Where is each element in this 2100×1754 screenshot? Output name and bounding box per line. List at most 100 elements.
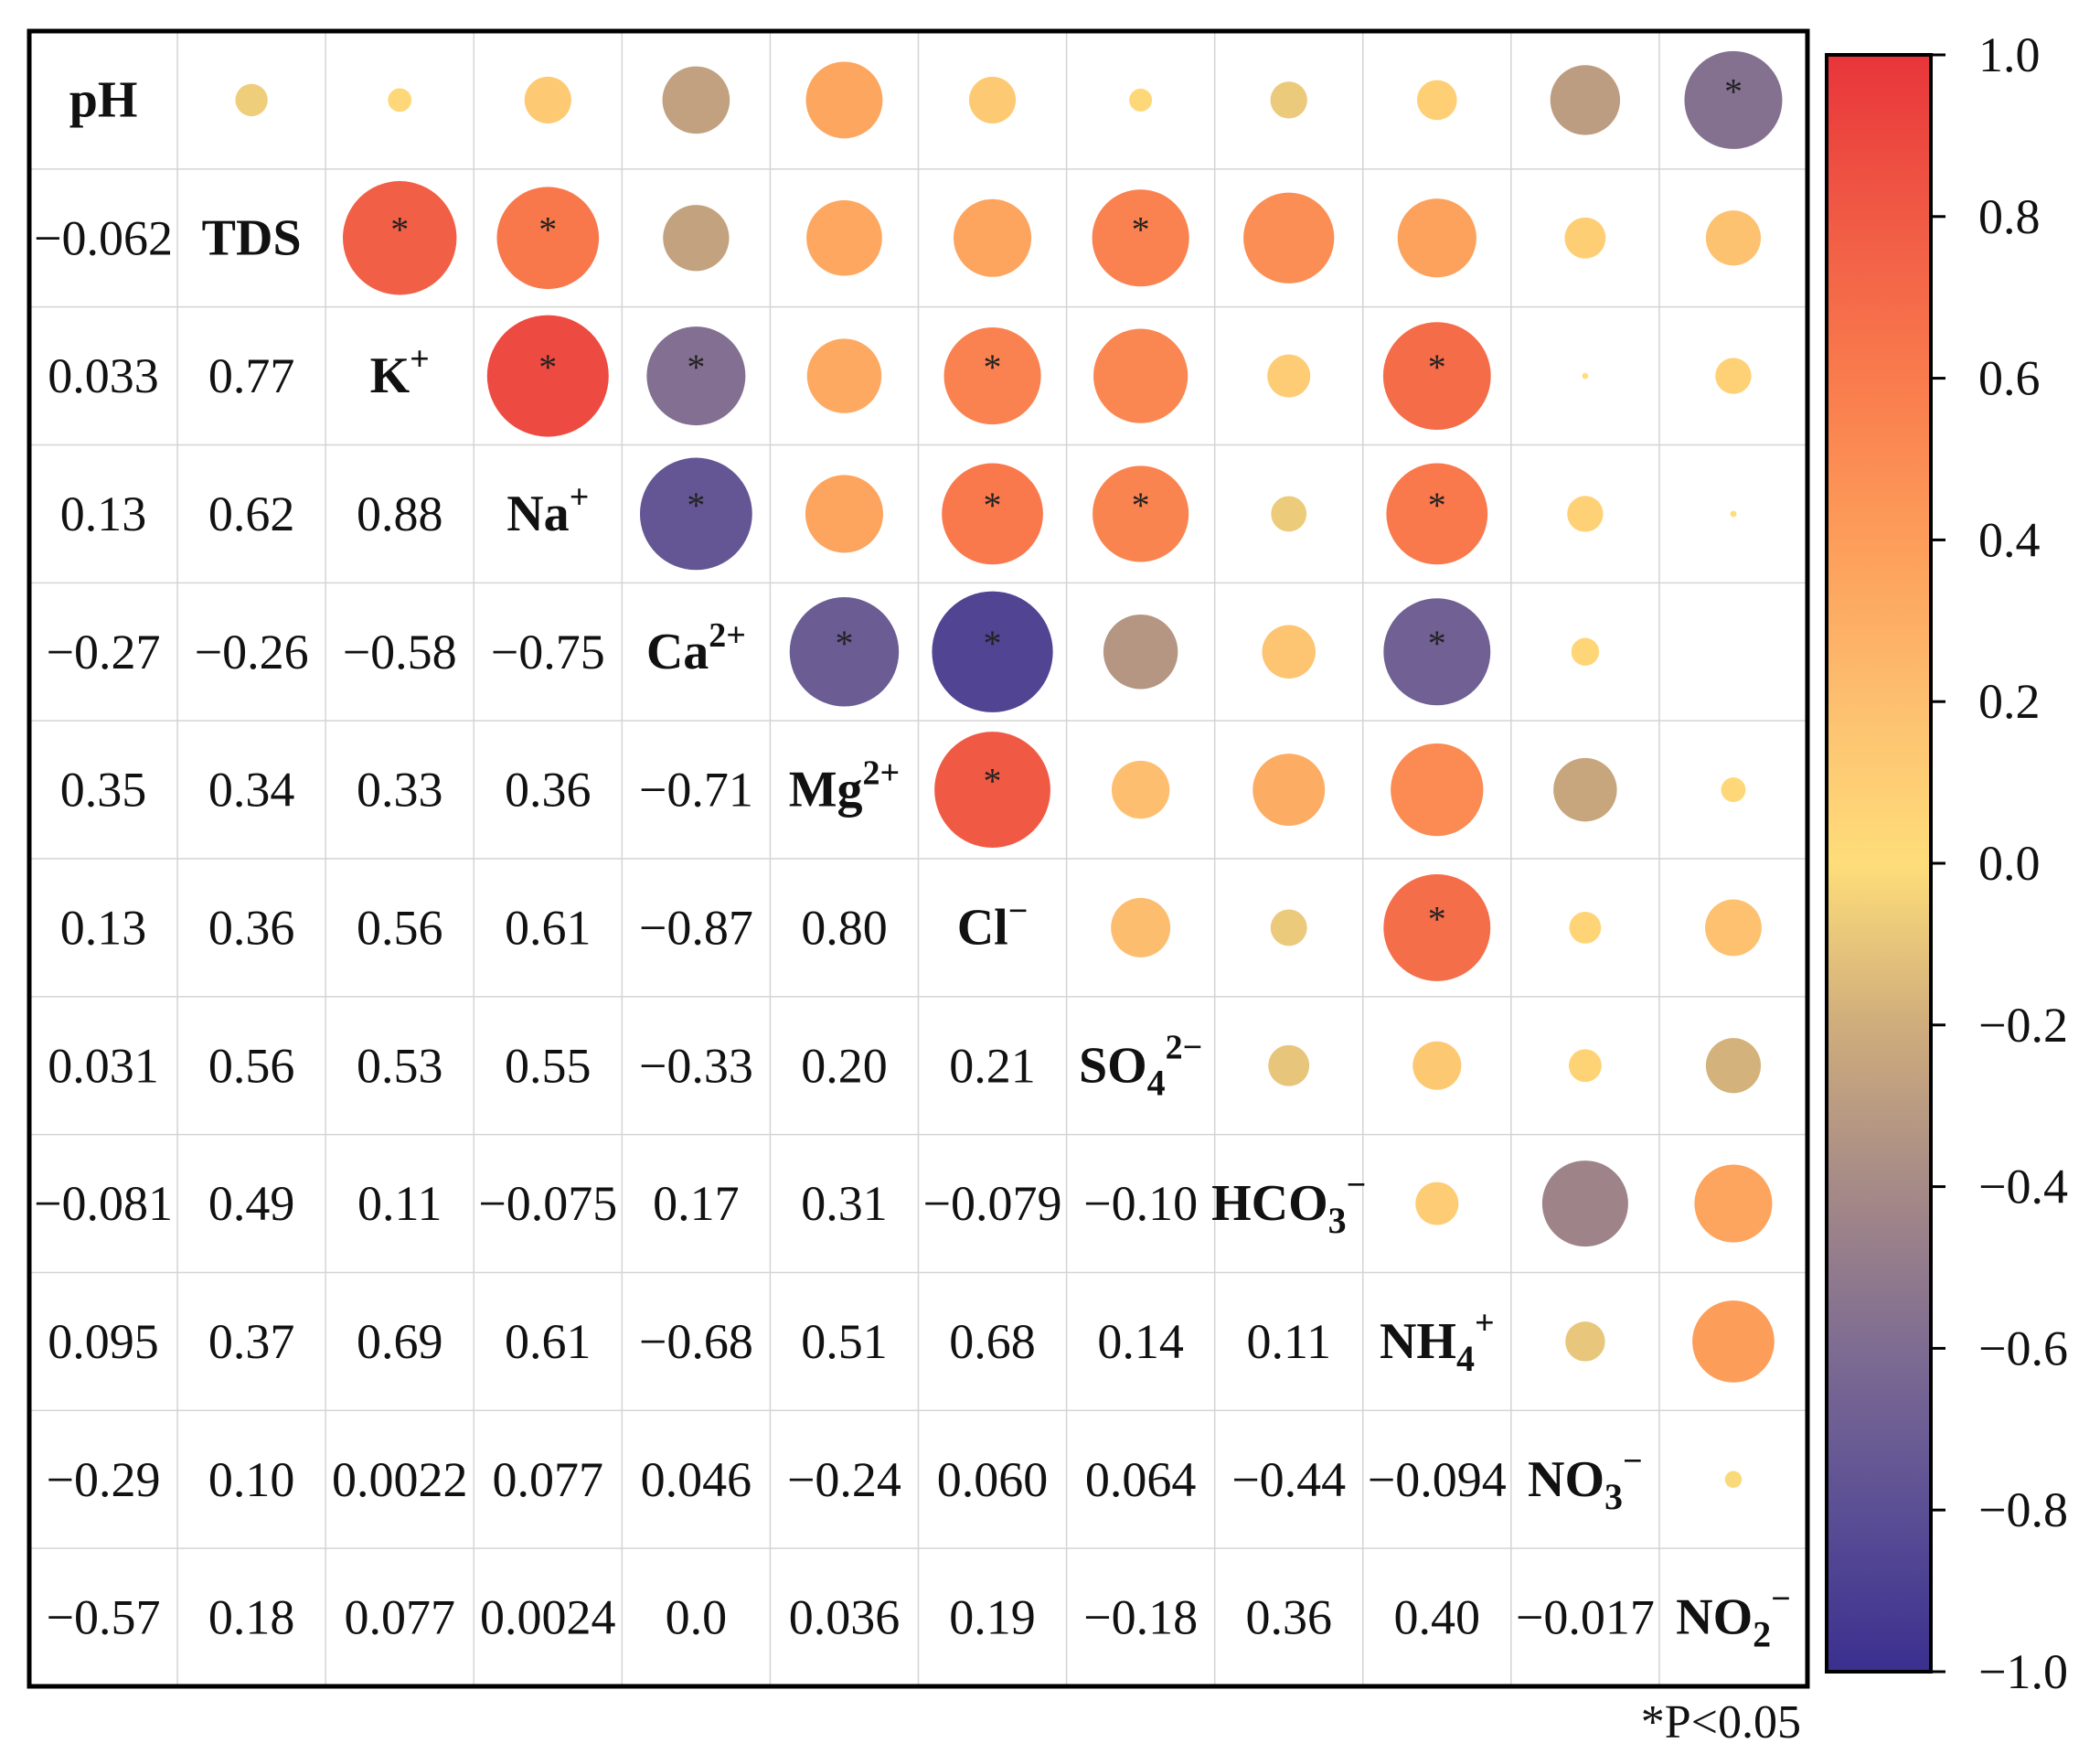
corr-circle-1-10 [1564,217,1606,259]
corr-circle-4-6 [932,591,1053,712]
corr-circle-4-8 [1262,625,1316,679]
significance-star: * [835,623,853,664]
corr-circle-2-6 [943,327,1041,425]
corr-circle-0-9 [1416,80,1457,121]
significance-star: * [1724,70,1743,112]
corr-circle-2-11 [1715,358,1752,394]
corr-circle-1-3 [496,187,600,290]
corr-value-label: 0.031 [48,1038,159,1093]
corr-value-label: −0.18 [1083,1590,1198,1645]
colorbar-tick-label: 0.8 [1978,189,2041,244]
corr-value-label: 0.13 [60,900,147,955]
corr-circle-3-11 [1730,510,1737,518]
corr-value-label: 0.077 [493,1452,604,1507]
correlation-circles [235,50,1783,1488]
corr-value-label: 0.0 [666,1590,728,1645]
corr-value-label: −0.062 [34,210,173,265]
corr-value-label: −0.075 [478,1176,617,1231]
variable-label: Cl− [957,892,1029,956]
corr-value-label: 0.69 [357,1314,443,1369]
corr-value-label: −0.10 [1083,1176,1198,1231]
corr-value-label: 0.80 [801,900,888,955]
corr-circle-0-2 [388,88,412,112]
corr-circle-7-9 [1412,1041,1462,1090]
corr-circle-7-11 [1705,1038,1762,1094]
colorbar: 1.0 0.8 0.6 0.4 0.2 0.0 −0.2 −0.4 −0.6 −0.8 −1.0 [1825,27,2068,1699]
corr-value-label: 0.14 [1097,1314,1184,1369]
colorbar-tick-label: −0.8 [1978,1482,2068,1537]
variable-label: TDS [202,209,302,266]
corr-value-label: 0.0024 [480,1590,616,1645]
corr-circle-0-3 [524,76,571,123]
corr-circle-3-9 [1386,463,1488,565]
corr-value-label: 0.56 [208,1038,295,1093]
corr-value-label: 0.56 [357,900,443,955]
corr-value-label: 0.61 [505,1314,592,1369]
corr-value-label: 0.49 [208,1176,295,1231]
corr-value-label: 0.36 [208,900,295,955]
corr-circle-5-9 [1391,743,1484,837]
corr-circle-7-8 [1268,1044,1310,1086]
corr-circle-5-7 [1111,760,1170,819]
grid-lines [29,31,1807,1686]
significance-star: * [984,761,1002,802]
significance-star: * [1428,347,1446,388]
corr-value-label: −0.75 [491,625,605,679]
corr-value-label: 0.33 [357,763,443,818]
significance-star: * [984,347,1002,388]
significance-note: *P<0.05 [1641,1696,1801,1749]
corr-value-label: 0.88 [357,487,443,541]
colorbar-tick-label: 0.0 [1978,836,2041,891]
corr-value-label: −0.26 [195,625,309,679]
corr-value-label: −0.57 [47,1590,161,1645]
colorbar-tick-label: −0.2 [1978,998,2068,1053]
corr-circle-5-6 [934,732,1050,848]
corr-circle-4-7 [1103,615,1178,690]
corr-value-label: 0.31 [801,1176,888,1231]
plot-frame [27,28,1810,1689]
corr-value-label: 0.68 [949,1314,1036,1369]
corr-circle-3-8 [1271,496,1307,532]
corr-value-label: −0.081 [34,1176,173,1231]
corr-value-label: −0.017 [1516,1590,1655,1645]
corr-value-label: 0.060 [937,1452,1049,1507]
corr-value-label: 0.11 [357,1176,442,1231]
corr-value-label: 0.095 [48,1314,159,1369]
corr-circle-0-8 [1270,81,1307,119]
corr-value-label: 0.36 [1245,1590,1332,1645]
corr-value-label: −0.33 [639,1038,753,1093]
corr-circle-4-10 [1571,637,1600,666]
corr-value-label: −0.58 [343,625,457,679]
corr-circle-0-11 [1684,50,1783,149]
corr-circle-1-8 [1243,192,1335,283]
corr-value-label: 0.36 [505,763,592,818]
significance-star: * [1132,485,1150,526]
corr-circle-1-2 [342,181,457,295]
corr-value-label: −0.44 [1231,1452,1346,1507]
variable-label: HCO3− [1211,1166,1366,1241]
corr-value-label: −0.24 [787,1452,901,1507]
corr-circle-6-11 [1705,899,1762,957]
significance-star: * [390,209,409,250]
variable-label: K+ [370,340,430,404]
corr-circle-2-3 [486,315,609,437]
corr-circle-0-6 [968,76,1017,123]
corr-value-label: 0.51 [801,1314,888,1369]
variable-label: Mg2+ [789,754,901,818]
variable-label: SO42− [1079,1028,1202,1103]
corr-circle-4-9 [1383,598,1491,706]
variable-label: Ca2+ [646,616,746,680]
significance-star: * [538,209,557,250]
significance-star: * [1428,485,1446,526]
corr-value-label: 0.036 [789,1590,901,1645]
corr-value-label: −0.094 [1368,1452,1507,1507]
corr-value-label: −0.71 [639,763,753,818]
corr-value-label: 0.55 [505,1038,592,1093]
corr-circle-1-9 [1397,198,1476,278]
corr-value-label: 0.40 [1394,1590,1481,1645]
corr-circle-8-10 [1541,1160,1628,1247]
significance-star: * [984,485,1002,526]
significance-star: * [1428,898,1446,939]
variable-label: NO2− [1676,1580,1791,1655]
